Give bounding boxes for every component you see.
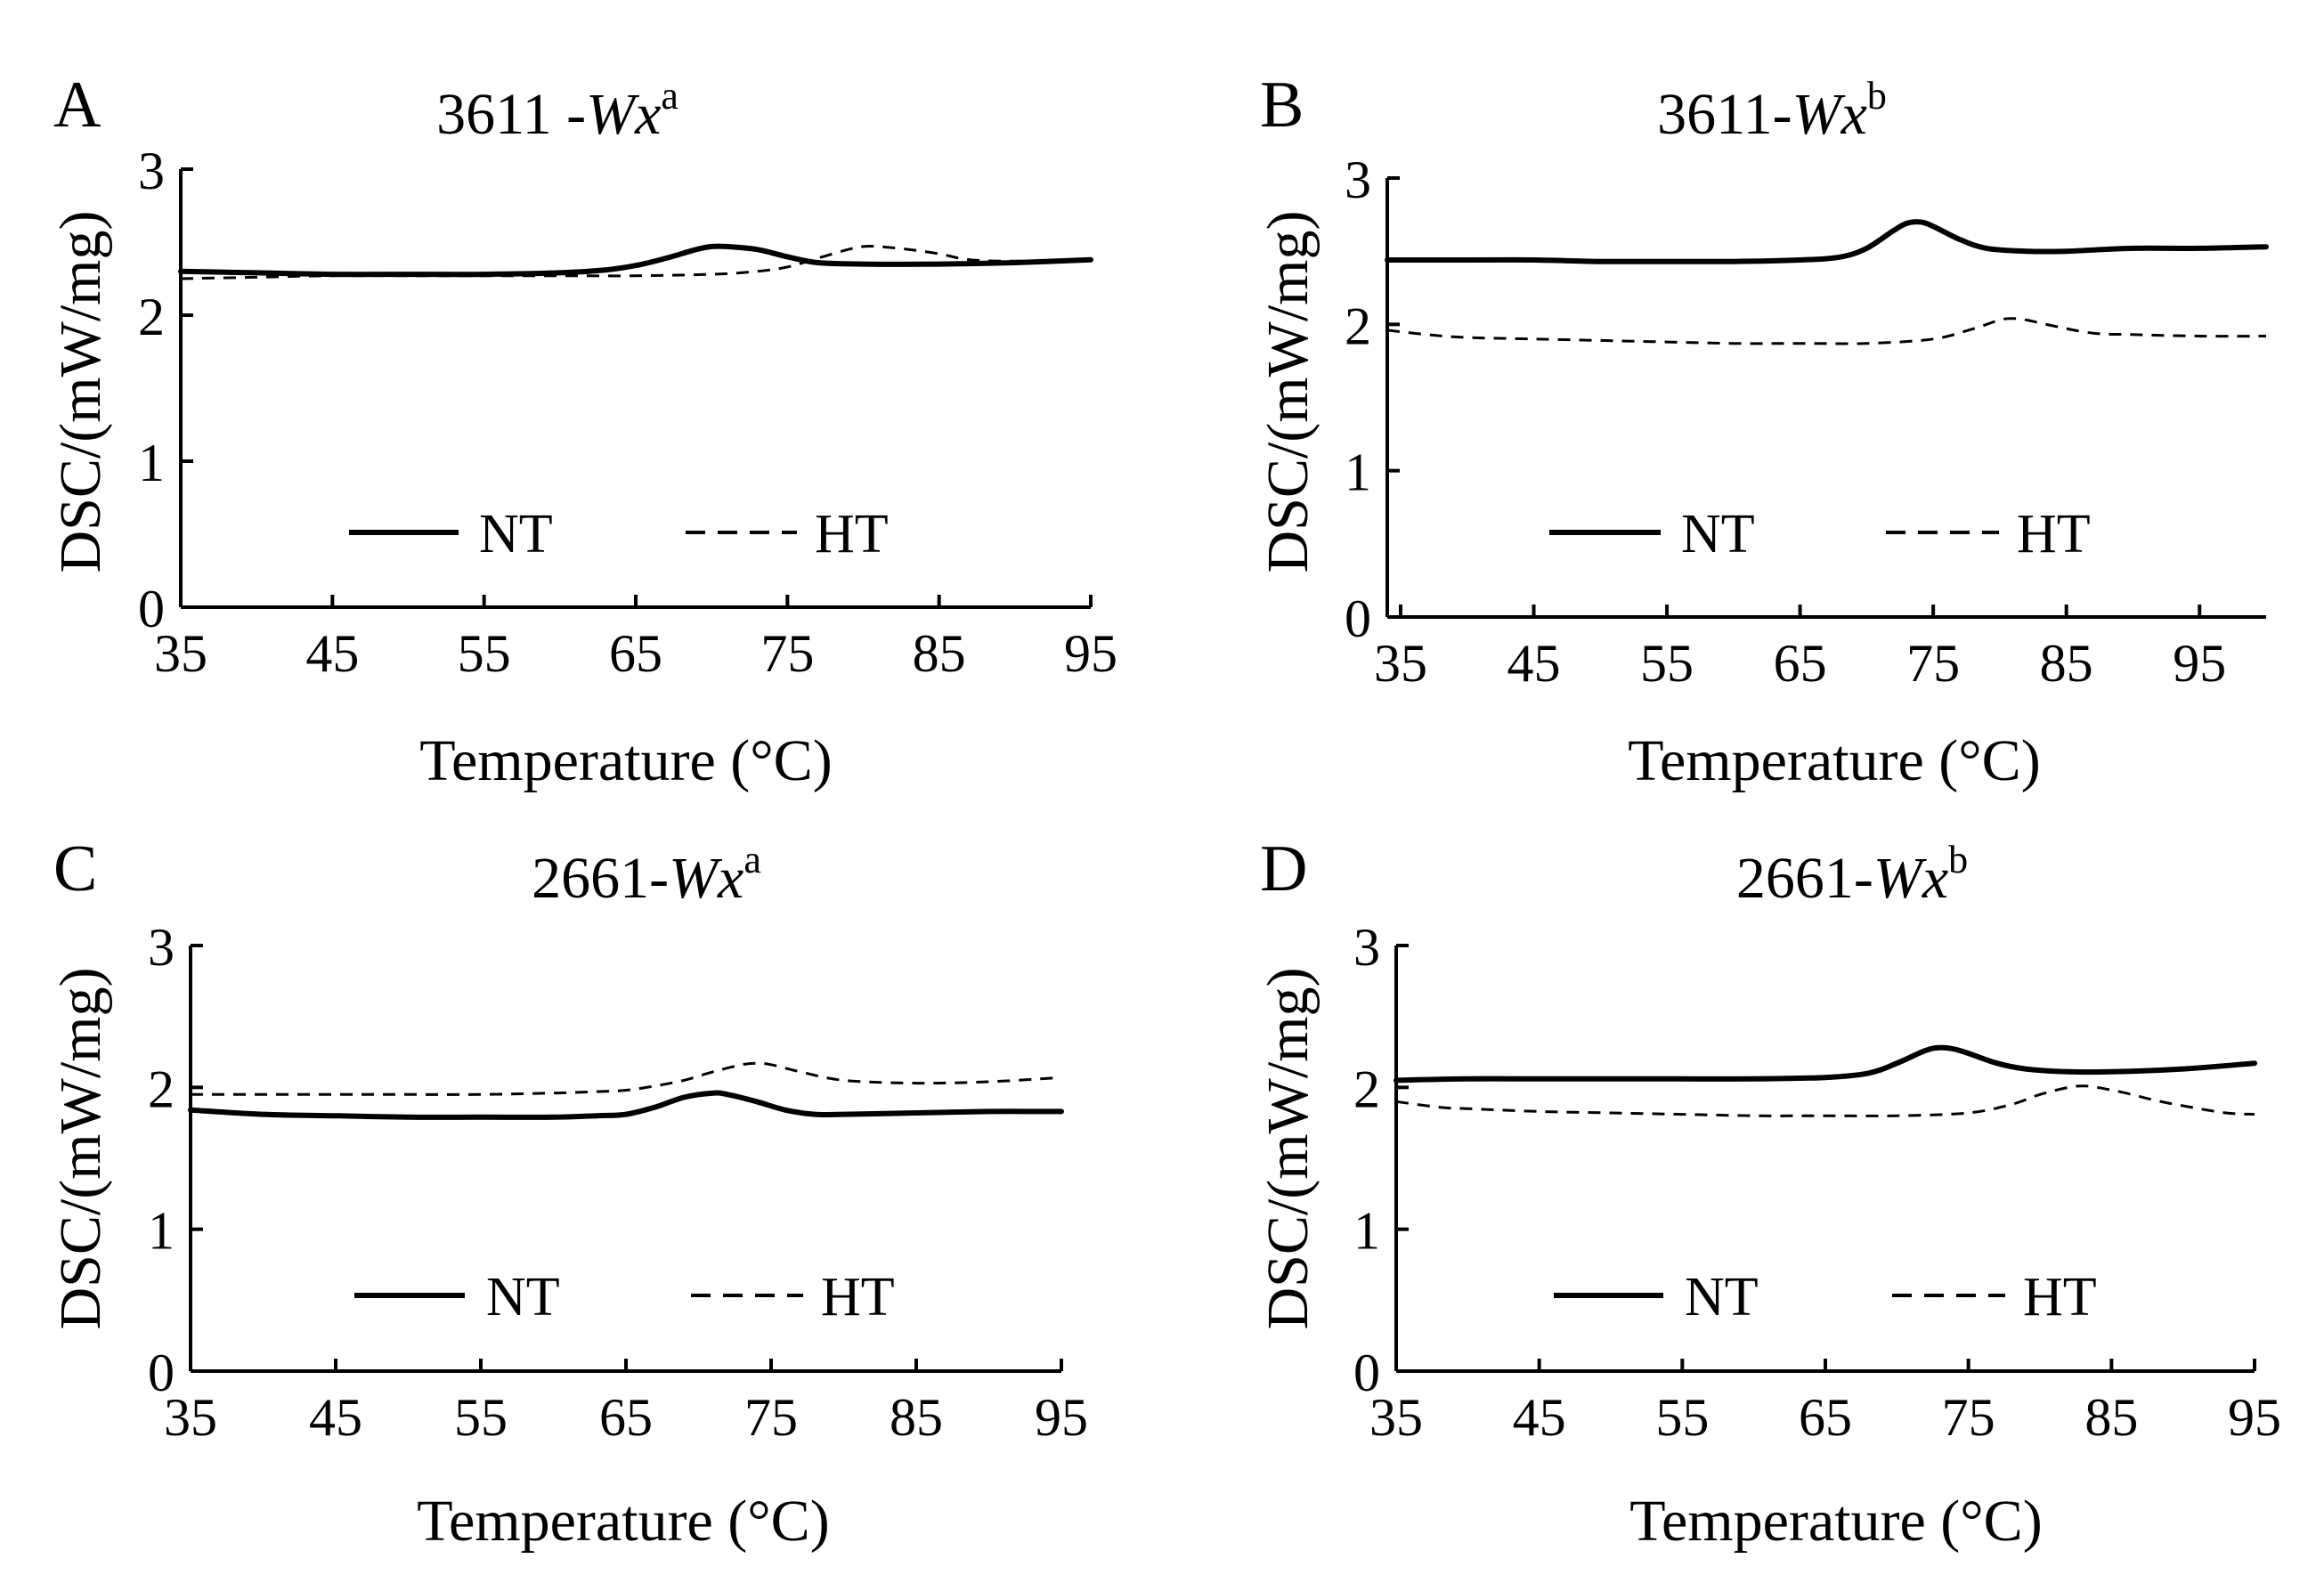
x-tick-label-d-65: 65 — [1799, 1388, 1852, 1447]
x-tick-label-b-65: 65 — [1774, 634, 1827, 693]
x-tick-label-b-85: 85 — [2040, 634, 2093, 693]
legend-label-nt-b: NT — [1681, 504, 1755, 564]
x-tick-label-a-55: 55 — [458, 624, 511, 683]
y-tick-label-d-0: 0 — [1353, 1344, 1380, 1402]
legend-d: NT HT — [1554, 1267, 2097, 1327]
plot-c — [188, 1061, 1064, 1120]
legend-b: NT HT — [1549, 504, 2091, 564]
y-tick-label-b-2: 2 — [1345, 296, 1371, 355]
x-tick-label-a-35: 35 — [154, 624, 207, 683]
x-tick-label-c-75: 75 — [744, 1388, 798, 1447]
panel-letter-d: D — [1260, 832, 1307, 905]
x-tick-label-c-95: 95 — [1035, 1388, 1088, 1447]
y-tick-label-c-0: 0 — [148, 1344, 175, 1402]
x-tick-label-d-95: 95 — [2228, 1388, 2281, 1447]
series-line-nt-b — [1385, 219, 2269, 264]
panel-c: C 2661-Wxa DSC/(mW/mg) Temperature (°C) … — [48, 832, 1088, 1554]
y-tick-label-d-3: 3 — [1353, 918, 1380, 977]
panel-letter-b: B — [1260, 69, 1304, 142]
y-tick-label-a-3: 3 — [138, 142, 165, 200]
x-tick-label-c-55: 55 — [454, 1388, 508, 1447]
series-line-nt-c — [188, 1090, 1064, 1120]
series-line-ht-a — [180, 245, 1092, 280]
y-axis-label-d: DSC/(mW/mg) — [1255, 968, 1320, 1330]
y-tick-label-b-0: 0 — [1345, 589, 1371, 648]
series-line-ht-b — [1386, 317, 2267, 345]
chart-title-d: 2661-Wxb — [1736, 838, 1968, 911]
panel-b: B 3611-Wxb DSC/(mW/mg) Temperature (°C) … — [1255, 69, 2269, 793]
x-tick-label-d-45: 45 — [1513, 1388, 1566, 1447]
series-line-ht-d — [1395, 1084, 2255, 1117]
x-axis-label-c: Temperature (°C) — [417, 1489, 829, 1554]
legend-label-ht-c: HT — [821, 1267, 895, 1327]
x-tick-label-a-95: 95 — [1064, 624, 1117, 683]
plot-d — [1394, 1044, 2257, 1117]
x-tick-label-d-35: 35 — [1369, 1388, 1423, 1447]
x-tick-label-c-85: 85 — [890, 1388, 943, 1447]
x-tick-label-a-75: 75 — [760, 624, 814, 683]
legend-a: NT HT — [349, 504, 889, 564]
series-line-nt-d — [1394, 1044, 2257, 1084]
x-tick-label-d-85: 85 — [2084, 1388, 2138, 1447]
y-tick-label-d-2: 2 — [1353, 1059, 1380, 1118]
x-tick-label-a-65: 65 — [609, 624, 662, 683]
y-tick-label-b-3: 3 — [1345, 150, 1371, 209]
x-axis-label-d: Temperature (°C) — [1629, 1489, 2042, 1554]
legend-c: NT HT — [354, 1267, 895, 1327]
y-axis-label-c: DSC/(mW/mg) — [48, 968, 113, 1330]
y-tick-label-c-1: 1 — [148, 1202, 175, 1261]
x-axis-label-b: Temperature (°C) — [1628, 728, 2040, 793]
legend-label-ht-b: HT — [2017, 504, 2091, 564]
x-tick-label-b-95: 95 — [2173, 634, 2226, 693]
panel-letter-c: C — [53, 832, 97, 905]
panel-d: D 2661-Wxb DSC/(mW/mg) Temperature (°C) … — [1255, 832, 2281, 1554]
plot-a — [178, 243, 1093, 280]
legend-label-ht-a: HT — [815, 504, 889, 564]
y-tick-label-b-1: 1 — [1345, 443, 1371, 502]
x-tick-label-b-55: 55 — [1640, 634, 1694, 693]
x-tick-label-c-45: 45 — [309, 1388, 362, 1447]
series-line-nt-a — [178, 243, 1093, 278]
panel-letter-a: A — [53, 69, 101, 142]
legend-label-nt-d: NT — [1685, 1267, 1759, 1327]
y-axis-label-a: DSC/(mW/mg) — [48, 211, 113, 573]
y-axis-label-b: DSC/(mW/mg) — [1255, 211, 1320, 573]
legend-label-nt-a: NT — [479, 504, 553, 564]
chart-title-c: 2661-Wxa — [532, 838, 761, 911]
legend-label-ht-d: HT — [2023, 1267, 2097, 1327]
ticks-d: 0 1 2 3 35 45 55 65 75 85 95 — [1353, 918, 2281, 1447]
y-tick-label-c-3: 3 — [148, 918, 175, 977]
y-tick-label-a-1: 1 — [138, 434, 165, 492]
plot-b — [1385, 219, 2269, 345]
chart-title-a: 3611 -Wxa — [436, 74, 679, 147]
series-line-ht-c — [190, 1061, 1062, 1096]
panel-a: A 3611 -Wxa DSC/(mW/mg) Temperature (°C)… — [48, 69, 1117, 793]
x-tick-label-c-35: 35 — [164, 1388, 217, 1447]
x-tick-label-b-45: 45 — [1507, 634, 1561, 693]
chart-title-b: 3611-Wxb — [1657, 74, 1887, 147]
x-axis-label-a: Temperature (°C) — [419, 728, 832, 793]
x-tick-label-d-75: 75 — [1942, 1388, 1995, 1447]
x-tick-label-b-35: 35 — [1374, 634, 1427, 693]
y-tick-label-c-2: 2 — [148, 1059, 175, 1118]
y-tick-label-a-0: 0 — [138, 580, 165, 638]
ticks-b: 0 1 2 3 35 45 55 65 75 85 95 — [1345, 150, 2266, 693]
y-tick-label-a-2: 2 — [138, 288, 165, 346]
x-tick-label-a-85: 85 — [913, 624, 966, 683]
ticks-a: 0 1 2 3 35 45 55 65 75 85 95 — [138, 142, 1117, 683]
x-tick-label-b-75: 75 — [1906, 634, 1960, 693]
legend-label-nt-c: NT — [486, 1267, 560, 1327]
x-tick-label-c-65: 65 — [599, 1388, 653, 1447]
ticks-c: 0 1 2 3 35 45 55 65 75 85 95 — [148, 918, 1088, 1447]
y-tick-label-d-1: 1 — [1353, 1202, 1380, 1261]
x-tick-label-a-45: 45 — [305, 624, 359, 683]
x-tick-label-d-55: 55 — [1655, 1388, 1709, 1447]
